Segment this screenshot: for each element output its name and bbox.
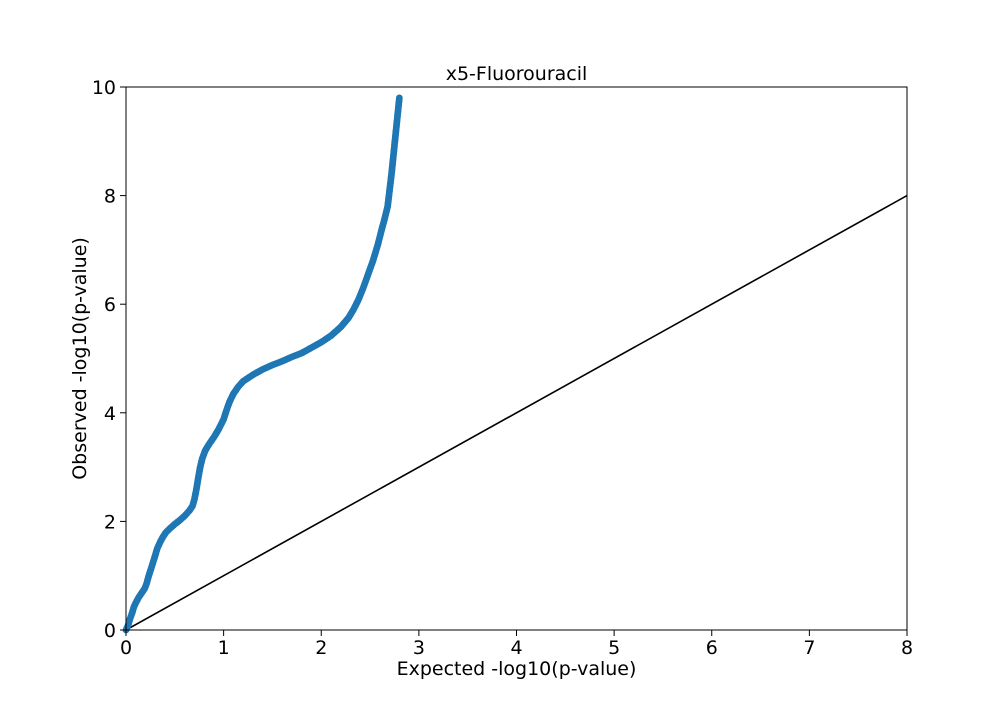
y-tick-label: 0 [104,620,116,642]
y-tick-label: 6 [104,294,116,316]
x-tick-label: 8 [901,637,913,659]
x-axis-label: Expected -log10(p-value) [397,658,637,680]
x-tick-label: 3 [413,637,425,659]
y-tick-label: 4 [104,403,116,425]
chart-title: x5-Fluorouracil [446,63,588,85]
x-axis-ticks: 0 1 2 3 4 5 6 7 8 [120,630,913,659]
y-axis-label: Observed -log10(p-value) [69,237,91,480]
x-tick-label: 4 [510,637,522,659]
x-tick-label: 1 [218,637,230,659]
y-axis-ticks: 0 2 4 6 8 10 [92,77,126,642]
x-tick-label: 7 [803,637,815,659]
data-points [122,94,403,634]
x-tick-label: 2 [315,637,327,659]
plot-area [122,86,908,634]
reference-line [125,194,908,631]
data-point [395,94,403,102]
y-tick-label: 2 [104,511,116,533]
x-tick-label: 0 [120,637,132,659]
x-tick-label: 5 [608,637,620,659]
axes-frame [125,86,908,631]
x-tick-label: 6 [706,637,718,659]
y-tick-label: 8 [104,186,116,208]
y-tick-label: 10 [92,77,116,99]
